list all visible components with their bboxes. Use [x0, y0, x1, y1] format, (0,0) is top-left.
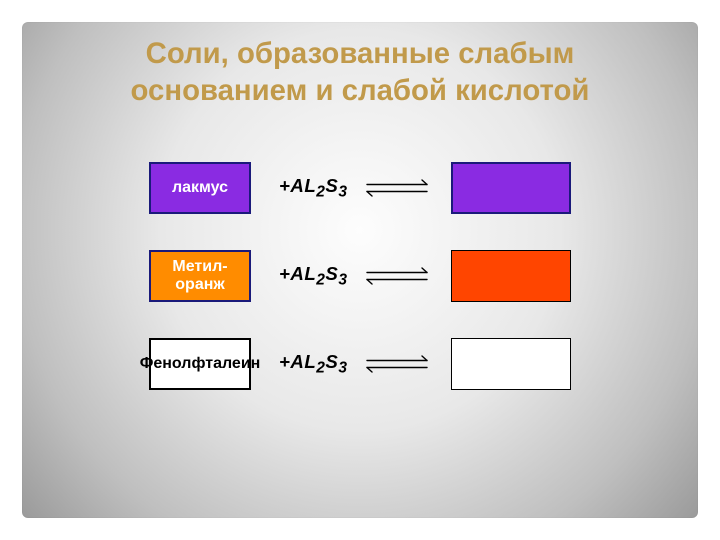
row-methyl-orange: Метил-оранж +AL2S3 [22, 250, 698, 302]
formula-mid: S [325, 175, 338, 196]
row-litmus: лакмус +AL2S3 [22, 162, 698, 214]
slide-panel: Соли, образованные слабым основанием и с… [22, 22, 698, 518]
formula: +AL2S3 [279, 175, 351, 202]
indicator-box-litmus: лакмус [149, 162, 251, 214]
indicator-rows: лакмус +AL2S3 Метил-оранж +AL2S3 Фенолфтал… [22, 162, 698, 390]
formula: +AL2S3 [279, 263, 351, 290]
equilibrium-arrows-icon [365, 353, 429, 375]
row-phenolphthalein: Фенолфталеин +AL2S3 [22, 338, 698, 390]
indicator-label: Фенолфталеин [140, 355, 261, 373]
result-box-phenolphthalein [451, 338, 571, 390]
indicator-box-methyl-orange: Метил-оранж [149, 250, 251, 302]
result-box-litmus [451, 162, 571, 214]
formula-mid: S [325, 263, 338, 284]
slide-title: Соли, образованные слабым основанием и с… [22, 22, 698, 109]
formula: +AL2S3 [279, 351, 351, 378]
formula-prefix: +AL [279, 351, 316, 372]
equilibrium-arrows-icon [365, 177, 429, 199]
equilibrium-arrows-icon [365, 265, 429, 287]
indicator-box-phenolphthalein: Фенолфталеин [149, 338, 251, 390]
indicator-label: Метил-оранж [151, 258, 249, 293]
result-box-methyl-orange [451, 250, 571, 302]
formula-sub2: 3 [338, 359, 347, 376]
formula-sub2: 3 [338, 183, 347, 200]
title-line-2: основанием и слабой кислотой [22, 73, 698, 110]
formula-sub2: 3 [338, 271, 347, 288]
slide-container: Соли, образованные слабым основанием и с… [0, 0, 720, 540]
formula-mid: S [325, 351, 338, 372]
formula-prefix: +AL [279, 263, 316, 284]
indicator-label: лакмус [172, 179, 228, 197]
title-line-1: Соли, образованные слабым [22, 36, 698, 73]
formula-prefix: +AL [279, 175, 316, 196]
